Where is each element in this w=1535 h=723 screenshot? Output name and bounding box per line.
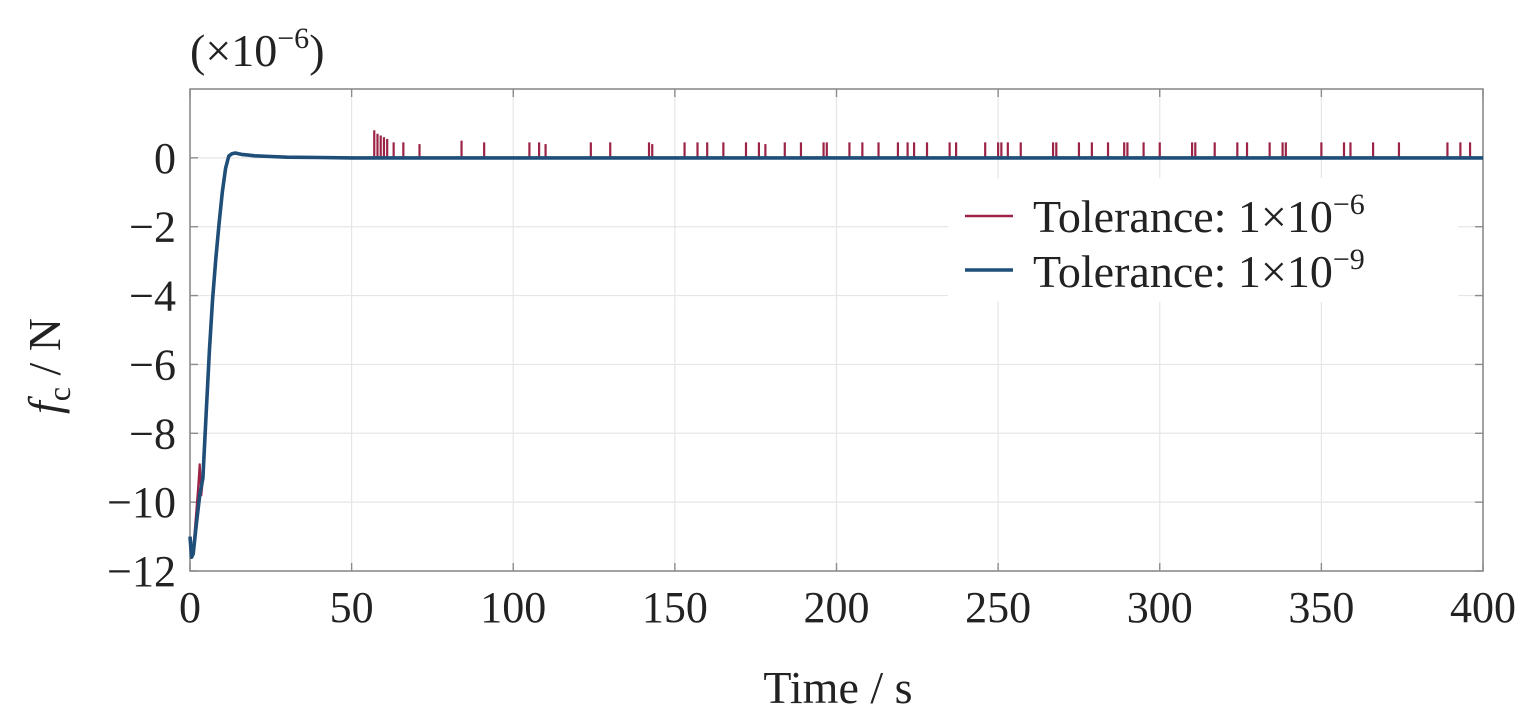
x-tick-label: 150: [642, 583, 708, 632]
series-2: [188, 151, 1483, 560]
x-tick-label: 250: [965, 583, 1031, 632]
y-tick-label: −12: [107, 547, 176, 596]
legend: Tolerance: 1×10−6 Tolerance: 1×10−9: [948, 178, 1458, 302]
y-tick-label: −10: [107, 478, 176, 527]
x-tick-label: 0: [179, 583, 201, 632]
y-axis-unit: / N: [19, 318, 70, 387]
y-scale-factor-label: (×10−6): [190, 22, 325, 76]
y-axis-title: fc / N: [19, 318, 77, 414]
legend-label-series-1-base: Tolerance: 1×10: [1033, 191, 1333, 242]
legend-label-series-2: Tolerance: 1×10−9: [1033, 243, 1365, 297]
y-axis-subscript: c: [41, 387, 77, 401]
x-tick-label: 350: [1288, 583, 1354, 632]
x-tick-label: 50: [330, 583, 374, 632]
y-tick-label: −4: [129, 272, 176, 321]
x-tick-label: 400: [1450, 583, 1516, 632]
grid: [189, 89, 1484, 572]
scale-close: ): [309, 25, 324, 76]
legend-background: [948, 178, 1458, 302]
x-tick-label: 200: [804, 583, 870, 632]
x-tick-label: 300: [1127, 583, 1193, 632]
y-tick-label: 0: [154, 134, 176, 183]
scale-base: (×10: [190, 25, 277, 76]
legend-label-series-1: Tolerance: 1×10−6: [1033, 188, 1365, 242]
legend-label-series-1-exponent: −6: [1333, 188, 1365, 221]
legend-label-series-2-base: Tolerance: 1×10: [1033, 246, 1333, 297]
x-axis-title: Time / s: [763, 662, 912, 713]
legend-label-series-2-exponent: −9: [1333, 243, 1365, 276]
ticks: 0 50 100 150 200 250 300 350 400 0 −2 −4 −6 −8 −10 −12: [107, 89, 1516, 632]
x-tick-label: 100: [480, 583, 546, 632]
series-layer: [188, 130, 1483, 560]
scale-exponent: −6: [277, 22, 309, 55]
y-tick-label: −2: [129, 203, 176, 252]
y-tick-label: −6: [129, 340, 176, 389]
series-line-2: [188, 151, 1483, 560]
y-tick-label: −8: [129, 409, 176, 458]
